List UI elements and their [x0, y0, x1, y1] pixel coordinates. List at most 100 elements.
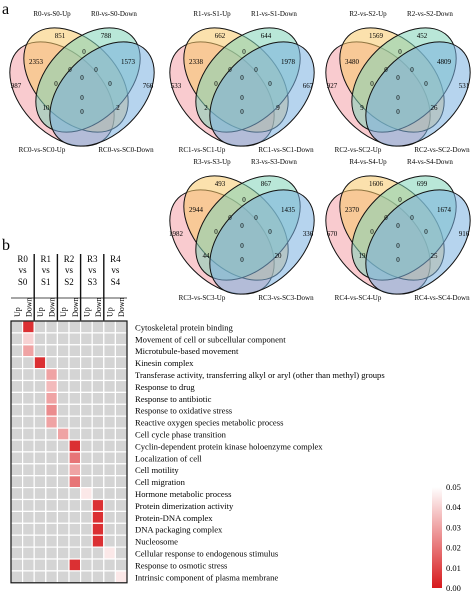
heatmap-border: [10, 320, 128, 584]
panel-b-label: b: [2, 237, 10, 254]
heatmap-cell: [103, 379, 117, 393]
venn-count-dc: 26: [431, 104, 439, 112]
venn-count-c: 867: [261, 180, 272, 188]
heatmap-cell: [103, 391, 117, 405]
heatmap-cell: [103, 451, 117, 465]
row-label: Cell motility: [135, 465, 179, 475]
heatmap-cell: [10, 391, 24, 405]
group-header-4-l3: S4: [111, 277, 121, 287]
row-label: Localization of cell: [135, 453, 202, 463]
heatmap-cell: [22, 439, 35, 453]
venn-count-bcd: 0: [396, 256, 400, 264]
heatmap-cell: [114, 463, 128, 477]
heatmap-cell: [91, 320, 105, 334]
heatmap-cell: [68, 475, 82, 489]
venn-count-abcd: 0: [240, 242, 244, 250]
heatmap-cell: [22, 475, 35, 489]
heatmap-cell: [33, 570, 47, 584]
venn-label-b: R3-vs-S3-Down: [251, 158, 297, 166]
heatmap-cell: [22, 356, 35, 370]
venn-count-acd: 0: [410, 66, 414, 74]
heatmap-cell: [68, 570, 82, 584]
heatmap-cell: [10, 427, 24, 441]
venn-count-bcd: 0: [80, 108, 84, 116]
heatmap-cell: [79, 546, 93, 560]
heatmap-cell: [114, 439, 128, 453]
heatmap-cell: [79, 451, 93, 465]
venn-count-ac: 0: [54, 80, 58, 88]
heatmap-cell: [103, 427, 117, 441]
venn-count-ad: 10: [43, 104, 51, 112]
heatmap-cell: [103, 356, 117, 370]
heatmap-cell: [91, 379, 105, 393]
venn-label-a: R3-vs-S3-Up: [193, 158, 231, 166]
venn-count-acd: 0: [410, 214, 414, 222]
venn-label-d: RC4-vs-SC4-Down: [414, 294, 470, 302]
venn-label-b: R0-vs-S0-Down: [91, 10, 137, 18]
heatmap-cell: [68, 332, 82, 346]
heatmap-cell: [33, 451, 47, 465]
venn-diagram-1: R1-vs-S1-Up R1-vs-S1-Down RC1-vs-SC1-Up RC1…: [169, 10, 315, 154]
heatmap-cell: [10, 344, 24, 358]
heatmap-cell: [68, 344, 82, 358]
heatmap-cell: [22, 463, 35, 477]
heatmap-cell: [10, 534, 24, 548]
heatmap-cell: [68, 558, 82, 572]
row-label: Transferase activity, transferring alkyl…: [135, 370, 385, 380]
venn-count-ad: 2: [204, 104, 208, 112]
heatmap-cell: [91, 498, 105, 512]
venn-label-b: R4-vs-S4-Down: [407, 158, 453, 166]
heatmap-cell: [22, 546, 35, 560]
heatmap-cell: [22, 558, 35, 572]
venn-count-ad: 44: [203, 252, 211, 260]
heatmap-cell: [56, 439, 70, 453]
venn-count-abd: 0: [240, 222, 244, 230]
heatmap-cell: [22, 379, 35, 393]
heatmap-cell: [22, 344, 35, 358]
row-label: Cellular response to endogenous stimulus: [135, 549, 279, 559]
row-label: Cytoskeletal protein binding: [135, 322, 234, 332]
row-label: Hormone metabolic process: [135, 489, 232, 499]
venn-count-abd: 0: [240, 74, 244, 82]
heatmap-cell: [114, 498, 128, 512]
heatmap-cell: [56, 498, 70, 512]
heatmap-cell: [45, 368, 58, 382]
heatmap-cell: [33, 368, 47, 382]
heatmap-cell: [45, 427, 58, 441]
heatmap-cell: [114, 570, 128, 584]
group-header-0-l2: vs: [19, 265, 28, 275]
heatmap-cell: [45, 498, 58, 512]
subcol-label-6: Up: [82, 307, 91, 317]
heatmap-cell: [68, 510, 82, 524]
heatmap-cell: [22, 368, 35, 382]
heatmap-cell: [91, 415, 105, 429]
venn-count-dc: 20: [275, 252, 283, 260]
heatmap-cell: [68, 427, 82, 441]
heatmap-cell: [114, 451, 128, 465]
venn-label-a: R4-vs-S4-Up: [349, 158, 387, 166]
heatmap-cell: [56, 510, 70, 524]
heatmap-cell: [10, 475, 24, 489]
venn-count-bd: 0: [108, 80, 112, 88]
heatmap-cell: [10, 415, 24, 429]
row-label: Response to antibiotic: [135, 394, 212, 404]
venn-count-a: 1982: [169, 230, 184, 238]
venn-label-c: RC3-vs-SC3-Up: [179, 294, 226, 302]
heatmap-cell: [10, 439, 24, 453]
heatmap-cell: [10, 451, 24, 465]
heatmap-cell: [22, 320, 35, 334]
heatmap-cell: [10, 368, 24, 382]
heatmap-cell: [33, 415, 47, 429]
heatmap-cell: [114, 379, 128, 393]
venn-count-b: 1569: [369, 32, 384, 40]
venn-count-c: 644: [261, 32, 272, 40]
heatmap-cell: [114, 356, 128, 370]
venn-count-ac: 0: [370, 80, 374, 88]
row-label: Response to drug: [135, 382, 195, 392]
heatmap-cell: [33, 546, 47, 560]
venn-count-ad: 9: [360, 104, 364, 112]
colorbar-tick: 0.05: [446, 482, 461, 492]
venn-label-b: R2-vs-S2-Down: [407, 10, 453, 18]
heatmap-cell: [114, 475, 128, 489]
venn-count-d: 766: [143, 82, 154, 90]
